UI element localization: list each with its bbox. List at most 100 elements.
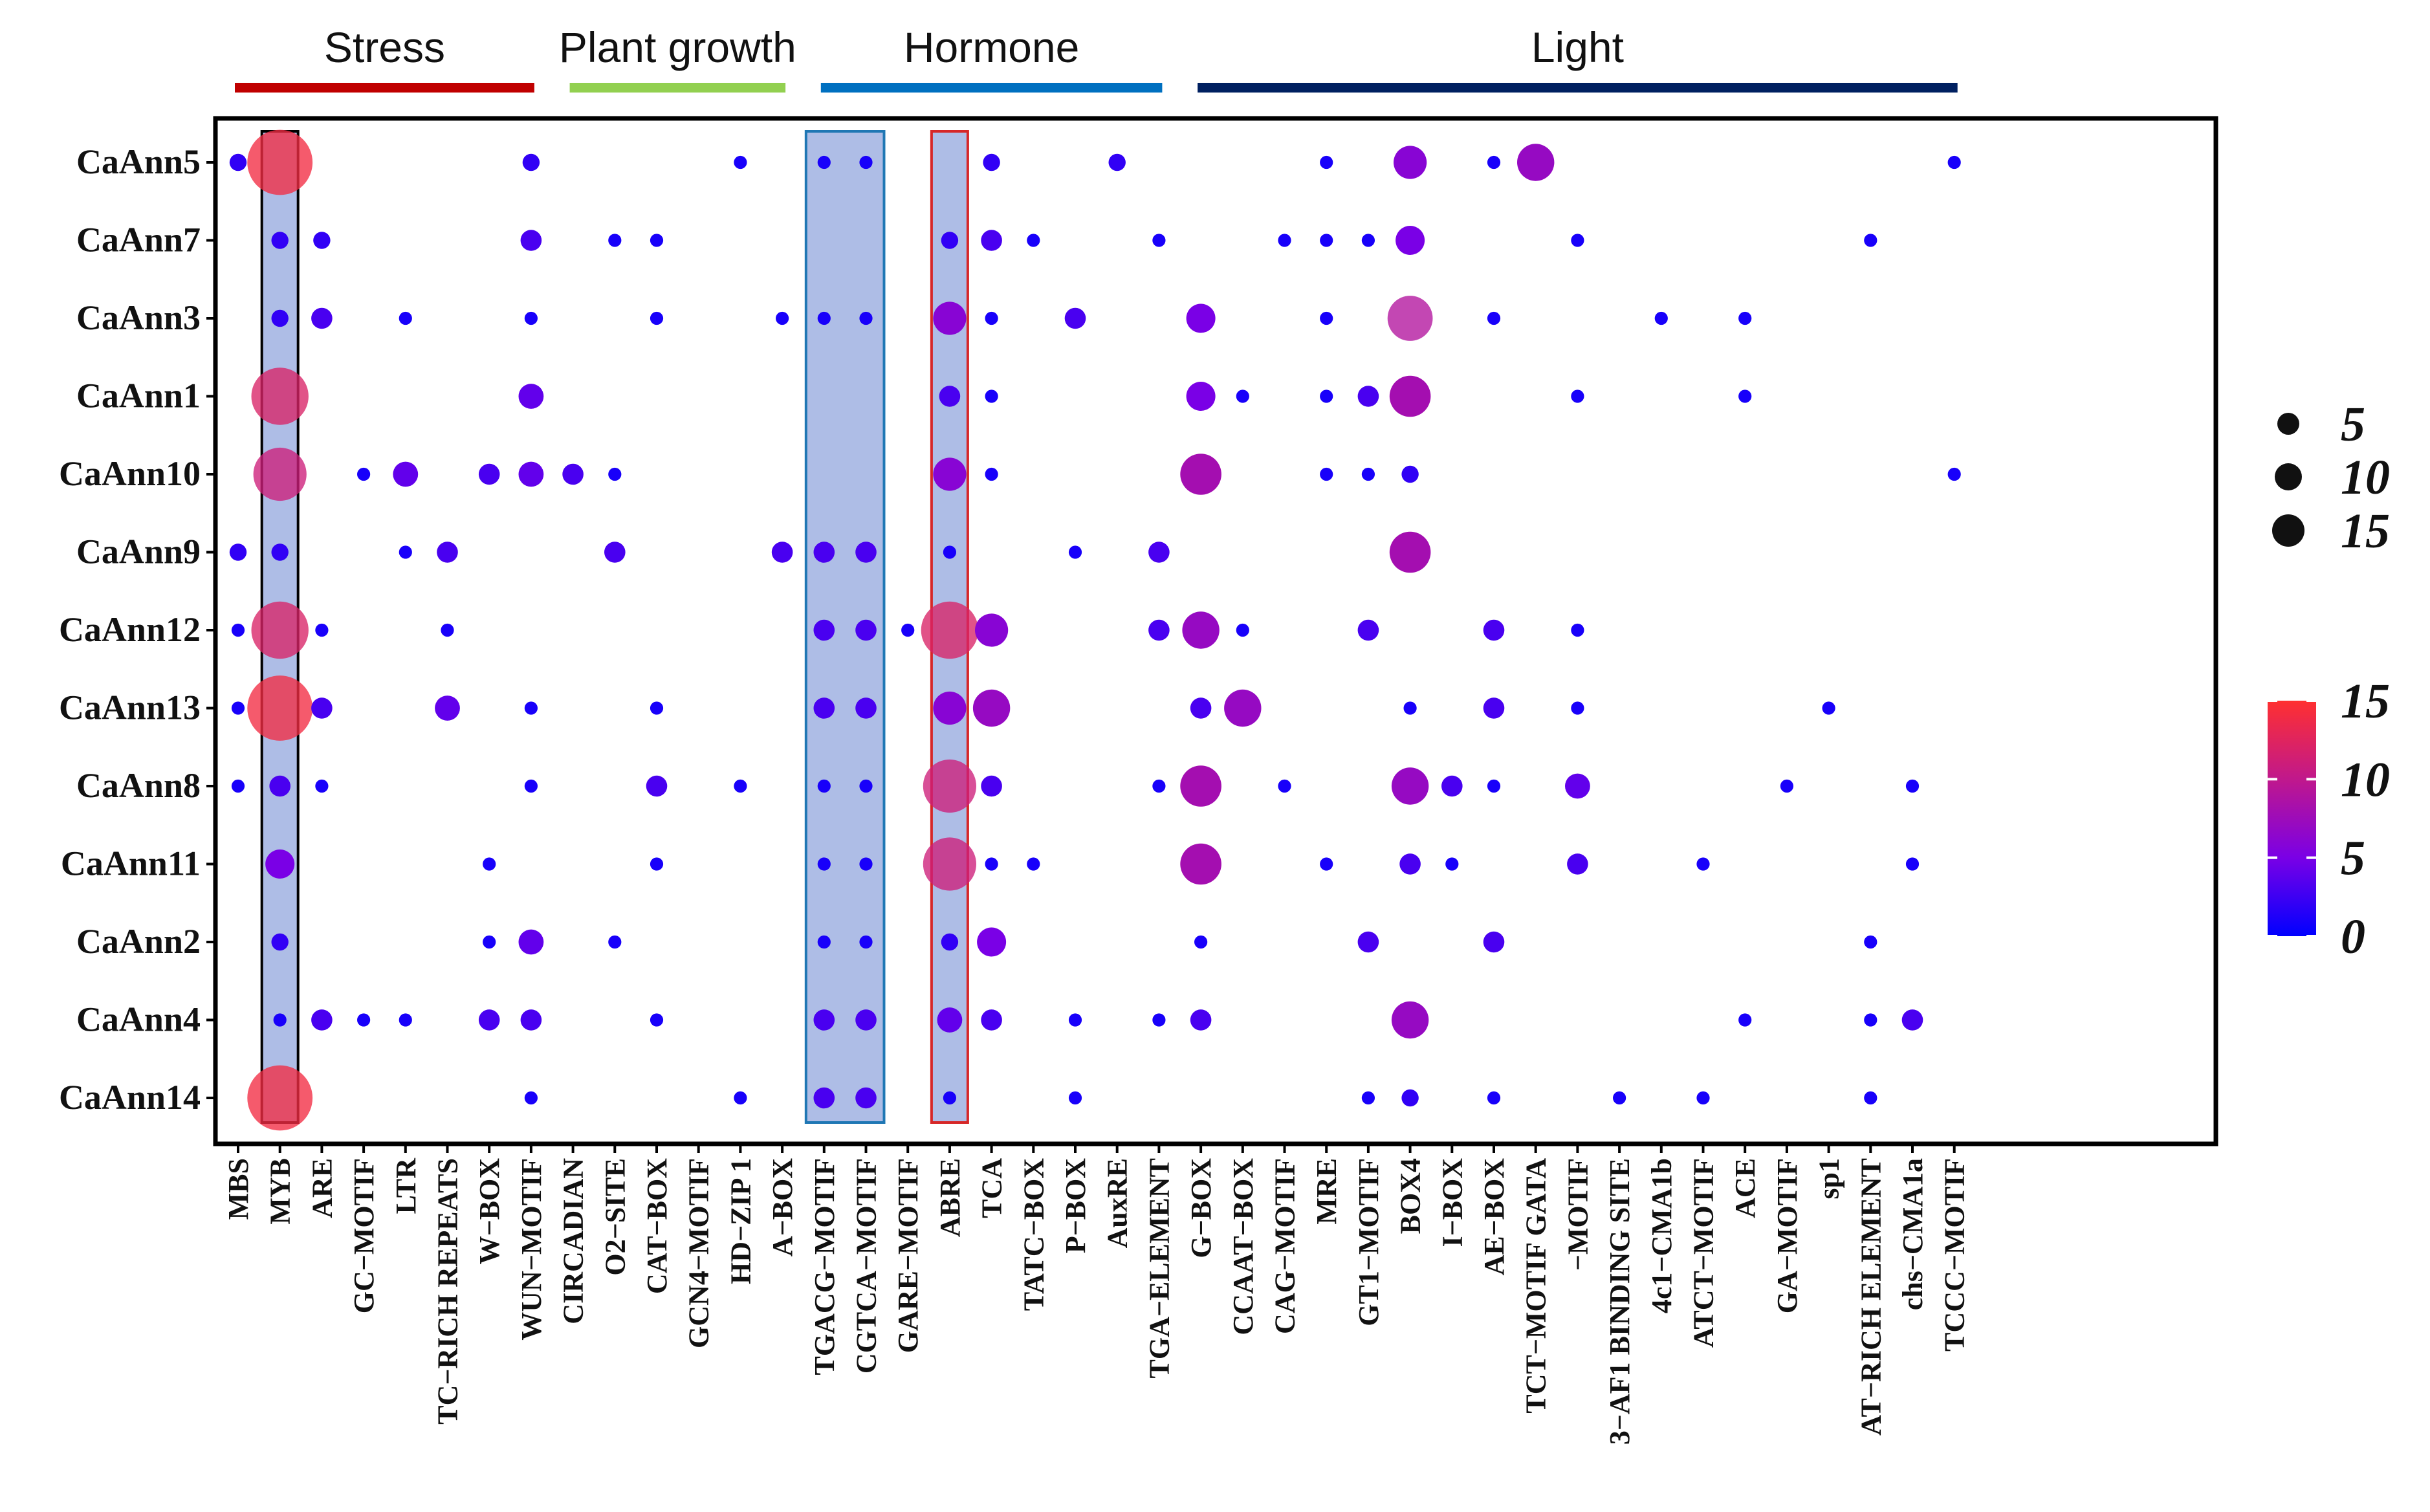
x-tick-label: ARE — [306, 1158, 338, 1218]
data-point — [855, 697, 877, 719]
data-point — [817, 935, 831, 949]
data-point — [855, 619, 877, 641]
data-point — [1396, 226, 1425, 255]
data-point — [520, 230, 542, 251]
data-point — [1148, 619, 1170, 641]
x-tick-label: LTR — [390, 1157, 422, 1214]
data-point — [271, 309, 289, 327]
data-point — [1387, 296, 1433, 341]
data-point — [1236, 623, 1249, 637]
data-point — [941, 232, 959, 249]
data-point — [1180, 765, 1221, 807]
data-point — [1403, 701, 1417, 715]
data-point — [1186, 382, 1216, 411]
x-tick-label: ACE — [1729, 1158, 1761, 1218]
data-point — [985, 467, 998, 481]
data-point — [923, 759, 976, 813]
x-tick-label: AT−RICH ELEMENT — [1855, 1158, 1887, 1436]
group-bar-3 — [1198, 83, 1958, 93]
data-point — [524, 701, 538, 715]
data-point — [393, 461, 419, 487]
data-point — [943, 545, 956, 559]
color-legend-label: 15 — [2341, 674, 2390, 729]
size-legend-dot — [2275, 463, 2302, 490]
color-legend-label: 10 — [2341, 752, 2390, 807]
data-point — [315, 623, 329, 637]
data-point — [1278, 779, 1291, 793]
x-tick-label: GT1−MOTIF — [1353, 1158, 1385, 1326]
data-point — [399, 545, 412, 559]
data-point — [1571, 701, 1584, 715]
x-tick-label: −MOTIF — [1562, 1158, 1593, 1271]
data-point — [399, 1013, 412, 1027]
data-point — [939, 386, 961, 407]
data-point — [817, 155, 831, 170]
data-point — [985, 389, 998, 403]
data-point — [975, 613, 1009, 647]
x-tick-label: CIRCADIAN — [558, 1158, 589, 1324]
x-tick-label: GCN4−MOTIF — [683, 1158, 715, 1348]
y-tick-label: CaAnn13 — [59, 688, 201, 727]
x-tick-label: 3−AF1 BINDING SITE — [1604, 1158, 1636, 1445]
y-tick-label: CaAnn11 — [61, 844, 201, 883]
x-tick-label: HD−ZIP 1 — [725, 1158, 756, 1284]
data-point — [522, 153, 540, 171]
x-tick-label: A−BOX — [767, 1158, 798, 1256]
group-label: Plant growth — [559, 23, 796, 71]
data-point — [1068, 545, 1082, 559]
x-tick-label: CAT−BOX — [641, 1158, 673, 1294]
data-point — [1822, 701, 1835, 715]
data-point — [435, 696, 460, 721]
data-point — [859, 857, 873, 871]
data-point — [1357, 931, 1379, 953]
data-point — [1320, 155, 1333, 170]
x-tick-label: TATC−BOX — [1018, 1158, 1049, 1311]
x-tick-label: CAG−MOTIF — [1269, 1158, 1301, 1334]
data-point — [901, 623, 915, 637]
data-point — [1864, 234, 1877, 247]
y-tick-label: CaAnn4 — [76, 1000, 201, 1039]
data-point — [1361, 1091, 1375, 1105]
group-bar-0 — [235, 83, 534, 93]
data-point — [1182, 611, 1220, 649]
data-point — [1571, 234, 1584, 247]
x-tick-label: sp1 — [1813, 1158, 1845, 1200]
data-point — [1483, 619, 1505, 641]
data-point — [1320, 389, 1333, 403]
data-point — [273, 1013, 287, 1027]
data-point — [943, 1091, 956, 1105]
data-point — [1320, 234, 1333, 247]
x-tick-label: GARE−MOTIF — [892, 1158, 924, 1353]
data-point — [524, 1091, 538, 1105]
data-point — [608, 935, 622, 949]
y-tick-label: CaAnn14 — [59, 1078, 201, 1117]
data-point — [265, 849, 295, 879]
x-tick-label: TGACG−MOTIF — [809, 1158, 840, 1375]
data-point — [1696, 1091, 1710, 1105]
data-point — [734, 155, 747, 170]
data-point — [981, 230, 1002, 251]
x-tick-label: CCAAT−BOX — [1227, 1158, 1259, 1335]
data-point — [771, 542, 793, 563]
data-point — [813, 1087, 835, 1109]
data-point — [1186, 303, 1216, 333]
y-tick-label: CaAnn8 — [76, 766, 201, 805]
data-point — [1654, 311, 1668, 325]
x-tick-label: W−BOX — [474, 1158, 505, 1265]
data-point — [271, 232, 289, 249]
size-legend-dot — [2277, 413, 2299, 435]
data-point — [1194, 935, 1208, 949]
data-point — [859, 311, 873, 325]
data-point — [1613, 1091, 1626, 1105]
data-point — [817, 779, 831, 793]
data-point — [1320, 311, 1333, 325]
data-point — [734, 1091, 747, 1105]
data-point — [231, 779, 245, 793]
data-point — [357, 467, 371, 481]
data-point — [1068, 1013, 1082, 1027]
x-tick-label: GA−MOTIF — [1771, 1158, 1803, 1313]
data-point — [1487, 1091, 1501, 1105]
data-point — [933, 691, 967, 725]
data-point — [923, 837, 976, 891]
data-point — [933, 301, 967, 335]
